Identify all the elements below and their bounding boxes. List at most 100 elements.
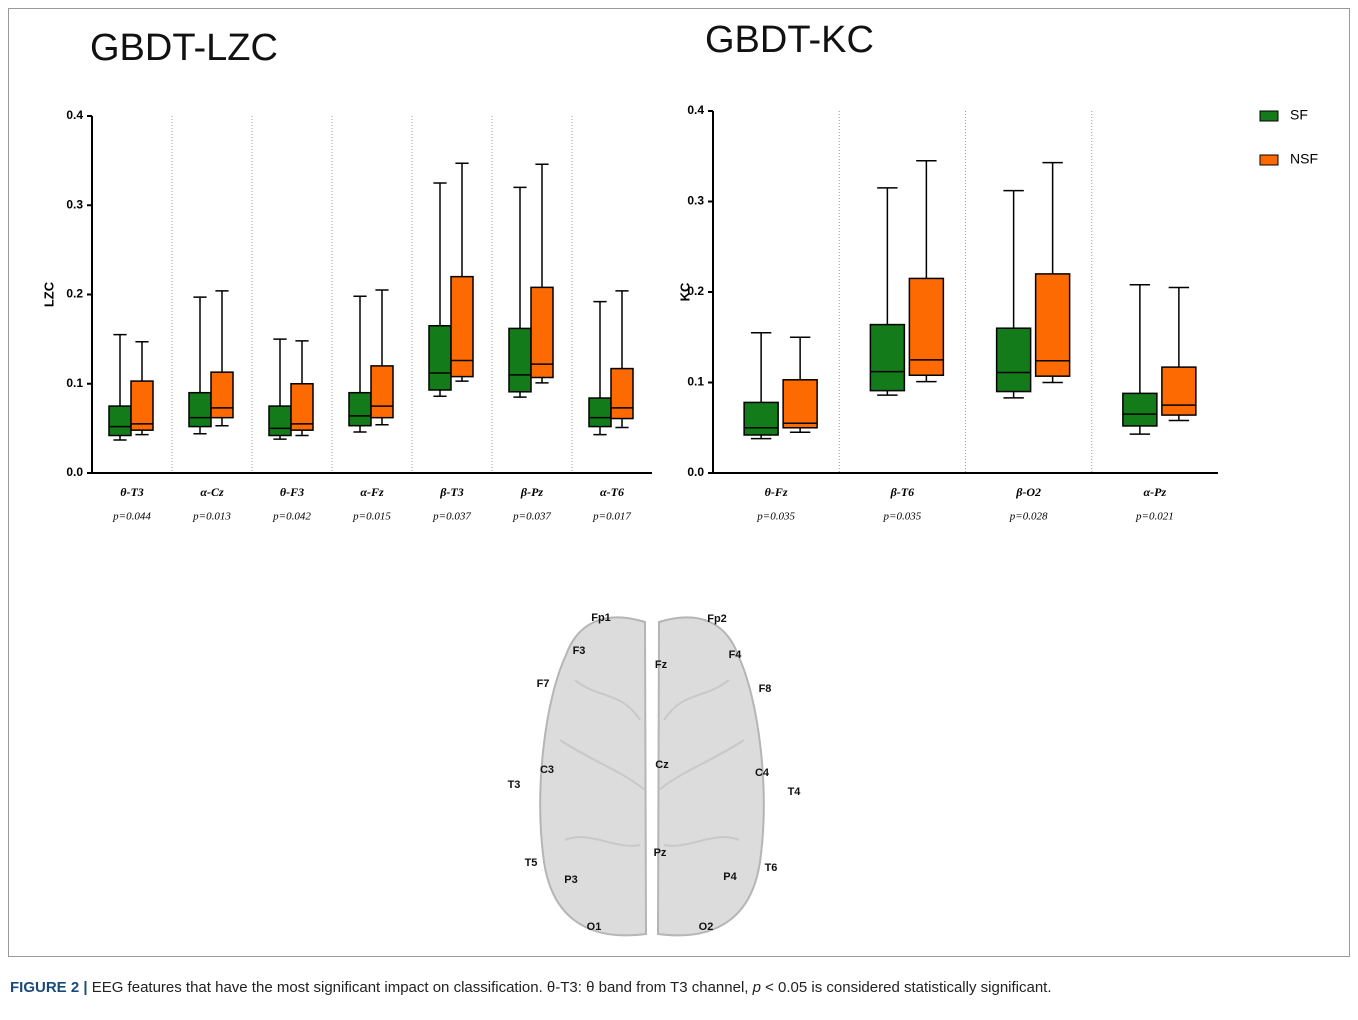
- electrode-label: F3: [573, 645, 586, 657]
- upper-whisker: [1003, 189, 1024, 329]
- upper-whisker: [513, 186, 527, 329]
- p-value: p=0.017: [592, 511, 631, 523]
- electrode-label: Cz: [655, 759, 669, 771]
- y-tick-label: 0.0: [66, 465, 83, 479]
- p-value: p=0.015: [352, 511, 391, 523]
- electrode-label: T5: [525, 857, 538, 869]
- figure-border: [8, 8, 1350, 957]
- upper-whisker: [455, 162, 469, 277]
- box: [130, 380, 154, 431]
- lower-whisker: [1042, 376, 1063, 384]
- x-tick-label: β-O2: [1015, 485, 1041, 499]
- upper-whisker: [113, 333, 127, 407]
- box: [508, 327, 532, 393]
- legend-label: NSF: [1290, 151, 1318, 167]
- x-tick-label: β-Pz: [520, 485, 543, 499]
- p-value: p=0.028: [1009, 511, 1048, 523]
- x-tick-label: β-T3: [439, 485, 463, 499]
- upper-whisker: [615, 290, 629, 369]
- box: [450, 275, 474, 378]
- lower-whisker: [1003, 391, 1024, 399]
- legend-swatch: [1259, 154, 1279, 166]
- upper-whisker: [877, 187, 898, 325]
- y-tick-label: 0.4: [66, 108, 83, 122]
- electrode-label: T4: [788, 786, 802, 798]
- lower-whisker: [513, 391, 527, 398]
- electrode-label: F7: [537, 678, 550, 690]
- upper-whisker: [1129, 284, 1151, 394]
- upper-whisker: [295, 340, 309, 384]
- caption-text: EEG features that have the most signific…: [88, 979, 753, 996]
- x-tick-label: α-T6: [600, 485, 624, 499]
- box: [428, 324, 452, 391]
- p-value: p=0.042: [272, 511, 311, 523]
- caption: FIGURE 2 | EEG features that have the mo…: [10, 979, 1052, 996]
- chart-title: GBDT-KC: [705, 19, 874, 61]
- electrode-label: Fp1: [591, 612, 611, 624]
- lower-whisker: [1129, 425, 1151, 435]
- y-tick-label: 0.4: [687, 103, 704, 117]
- caption-rest: < 0.05 is considered statistically signi…: [761, 979, 1052, 996]
- box: [370, 365, 394, 419]
- lower-whisker: [433, 389, 447, 397]
- upper-whisker: [593, 300, 607, 399]
- lower-whisker: [375, 417, 389, 426]
- lower-whisker: [615, 418, 629, 429]
- p-value: p=0.013: [192, 511, 231, 523]
- box: [268, 405, 292, 437]
- legend-label: SF: [1290, 107, 1308, 123]
- lower-whisker: [193, 426, 207, 435]
- x-tick-label: α-Cz: [200, 485, 224, 499]
- y-tick-label: 0.2: [687, 284, 704, 298]
- electrode-label: Fz: [655, 659, 668, 671]
- box: [530, 286, 554, 379]
- electrode-label: O1: [587, 921, 602, 933]
- upper-whisker: [273, 338, 287, 407]
- left-hemisphere: [539, 616, 648, 937]
- lower-whisker: [877, 390, 898, 396]
- y-tick-label: 0.0: [687, 465, 704, 479]
- electrode-label: T6: [765, 862, 778, 874]
- chart-title: GBDT-LZC: [90, 27, 278, 69]
- p-value: p=0.037: [432, 511, 471, 523]
- box: [1122, 392, 1158, 427]
- box: [348, 391, 372, 427]
- y-tick-label: 0.3: [66, 197, 83, 211]
- box: [290, 383, 314, 431]
- upper-whisker: [375, 289, 389, 366]
- box: [188, 391, 212, 428]
- y-tick-label: 0.1: [687, 375, 704, 389]
- x-tick-label: θ-F3: [280, 485, 304, 499]
- lower-whisker: [1168, 415, 1190, 422]
- box: [908, 277, 945, 377]
- y-tick-label: 0.1: [66, 376, 83, 390]
- electrode-label: F8: [759, 683, 772, 695]
- electrode-label: C4: [755, 767, 770, 779]
- brain: Fp1 Fp2 F3 F4 Fz F7 F8 C3 Cz C4 T3 T4 Pz…: [508, 612, 802, 937]
- upper-whisker: [916, 160, 937, 279]
- p-value: p=0.035: [883, 511, 922, 523]
- electrode-label: T3: [508, 779, 521, 791]
- upper-whisker: [1168, 286, 1190, 368]
- electrode-label: C3: [540, 764, 554, 776]
- y-tick-label: 0.3: [687, 194, 704, 208]
- p-value: p=0.044: [112, 511, 151, 523]
- lower-whisker: [535, 377, 549, 384]
- y-axis-label: LZC: [41, 281, 56, 307]
- caption-label: FIGURE 2 |: [10, 979, 88, 996]
- upper-whisker: [750, 331, 772, 403]
- electrode-label: O2: [699, 921, 714, 933]
- right-hemisphere: [656, 616, 765, 937]
- box: [782, 379, 818, 429]
- box: [743, 401, 779, 436]
- x-tick-label: θ-T3: [120, 485, 144, 499]
- upper-whisker: [215, 290, 229, 373]
- box: [995, 327, 1032, 393]
- p-value: p=0.035: [756, 511, 795, 523]
- electrode-label: P4: [723, 871, 737, 883]
- legend-swatch: [1259, 110, 1279, 122]
- upper-whisker: [789, 336, 811, 380]
- brain-texture: [559, 679, 745, 847]
- p-value: p=0.037: [512, 511, 551, 523]
